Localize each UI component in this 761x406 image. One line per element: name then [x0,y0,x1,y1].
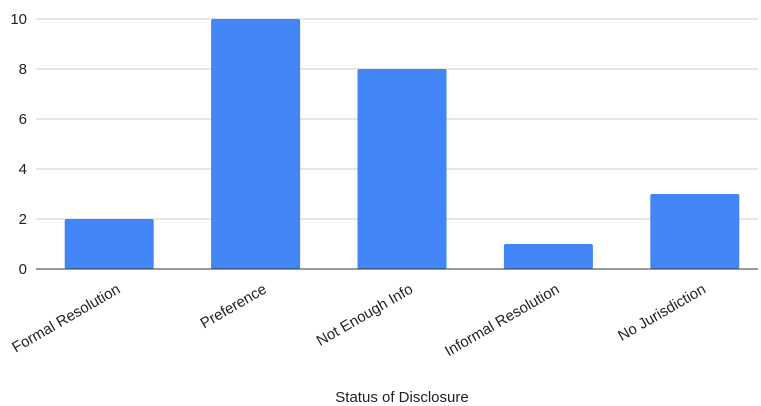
x-tick-label: Not Enough Info [314,281,416,350]
y-tick-label: 4 [19,161,27,178]
x-tick-label: Preference [198,281,270,332]
y-tick-label: 2 [19,211,27,228]
y-axis-ticks: 0 2 4 6 8 10 [10,11,27,278]
y-tick-label: 6 [19,111,27,128]
x-tick-label: Informal Resolution [442,281,562,360]
y-tick-label: 0 [19,261,27,278]
bar-preference [211,19,301,269]
bars [64,19,740,269]
x-axis-title: Status of Disclosure [335,389,468,406]
x-tick-label: No Jurisdiction [615,281,709,345]
y-tick-label: 8 [19,61,27,78]
bar-not-enough-info [357,69,447,269]
bar-informal-resolution [503,244,593,269]
x-tick-label: Formal Resolution [9,281,123,357]
bar-no-jurisdiction [650,194,740,269]
bar-formal-resolution [64,219,154,269]
y-tick-label: 10 [10,11,27,28]
x-axis-labels: Formal Resolution Preference Not Enough In… [9,281,709,360]
